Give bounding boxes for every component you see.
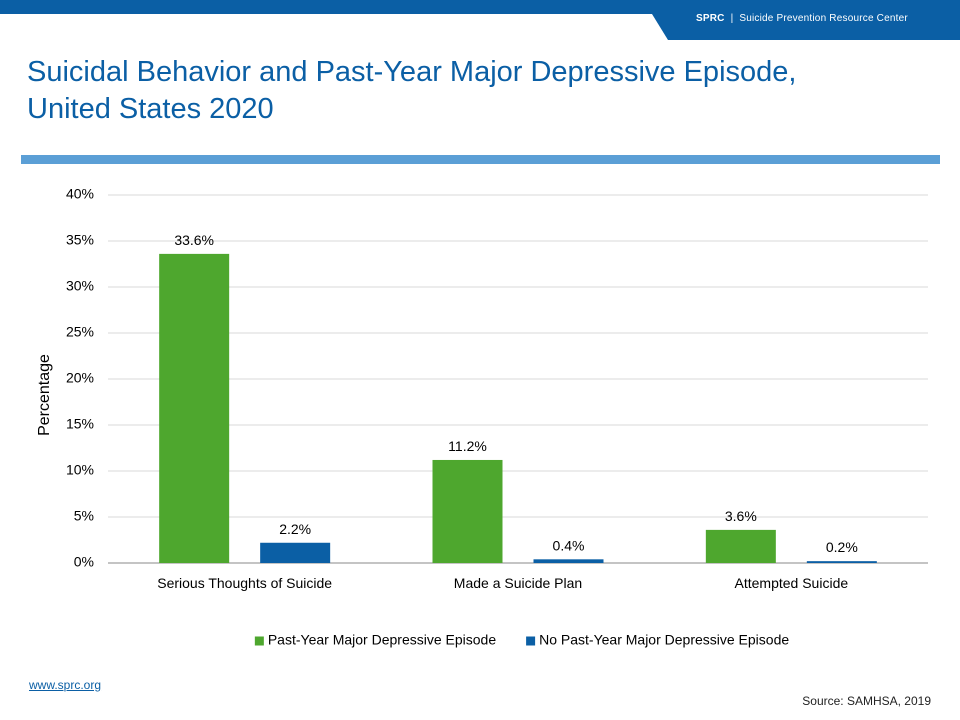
brand-abbr: SPRC — [696, 13, 725, 24]
x-category-label: Attempted Suicide — [735, 575, 849, 591]
x-category-label: Made a Suicide Plan — [454, 575, 582, 591]
y-tick-label: 35% — [66, 232, 94, 248]
page-title: Suicidal Behavior and Past-Year Major De… — [27, 54, 927, 128]
bars — [159, 253, 877, 563]
bar-value-label: 2.2% — [279, 521, 311, 537]
bar-value-label: 0.2% — [826, 539, 858, 555]
brand-full-name: Suicide Prevention Resource Center — [739, 13, 908, 24]
bar-value-label: 33.6% — [174, 232, 214, 248]
brand-separator: | — [730, 13, 734, 24]
y-axis-ticks: 0% 5% 10% 15% 20% 25% 30% 35% 40% — [66, 186, 94, 570]
y-tick-label: 0% — [74, 554, 94, 570]
bar — [260, 542, 331, 563]
x-category-label: Serious Thoughts of Suicide — [157, 575, 332, 591]
legend: Past-Year Major Depressive Episode No Pas… — [254, 632, 789, 648]
y-tick-label: 20% — [66, 370, 94, 386]
bar — [159, 253, 230, 563]
legend-label: No Past-Year Major Depressive Episode — [539, 632, 789, 648]
bar-value-label: 3.6% — [725, 508, 757, 524]
y-tick-label: 5% — [74, 508, 94, 524]
bar — [533, 559, 604, 563]
y-tick-label: 30% — [66, 278, 94, 294]
y-axis-title: Percentage — [36, 354, 53, 436]
bar-value-label: 11.2% — [448, 438, 487, 454]
legend-swatch — [254, 636, 264, 646]
bar — [705, 529, 776, 563]
gridlines — [108, 194, 928, 564]
x-axis-labels: Serious Thoughts of Suicide Made a Suicid… — [157, 575, 848, 591]
y-tick-label: 25% — [66, 324, 94, 340]
y-tick-label: 40% — [66, 186, 94, 202]
y-tick-label: 15% — [66, 416, 94, 432]
bar — [432, 459, 503, 563]
bar-labels: 33.6% 2.2% 11.2% 0.4% 3.6% 0.2% — [174, 232, 857, 555]
title-line-1: Suicidal Behavior and Past-Year Major De… — [27, 56, 797, 88]
bar-value-label: 0.4% — [553, 537, 585, 553]
legend-label: Past-Year Major Depressive Episode — [268, 632, 496, 648]
title-rule — [21, 155, 940, 164]
brand-tab — [652, 0, 960, 40]
brand-label: SPRC | Suicide Prevention Resource Cente… — [696, 13, 908, 24]
source-note: Source: SAMHSA, 2019 — [802, 694, 931, 708]
title-line-2: United States 2020 — [27, 93, 274, 125]
bar — [806, 561, 877, 563]
website-link[interactable]: www.sprc.org — [29, 678, 102, 692]
y-tick-label: 10% — [66, 462, 94, 478]
bar-chart: 0% 5% 10% 15% 20% 25% 30% 35% 40% 33.6% 2.2% 11.2%… — [36, 186, 928, 648]
legend-swatch — [526, 636, 536, 646]
